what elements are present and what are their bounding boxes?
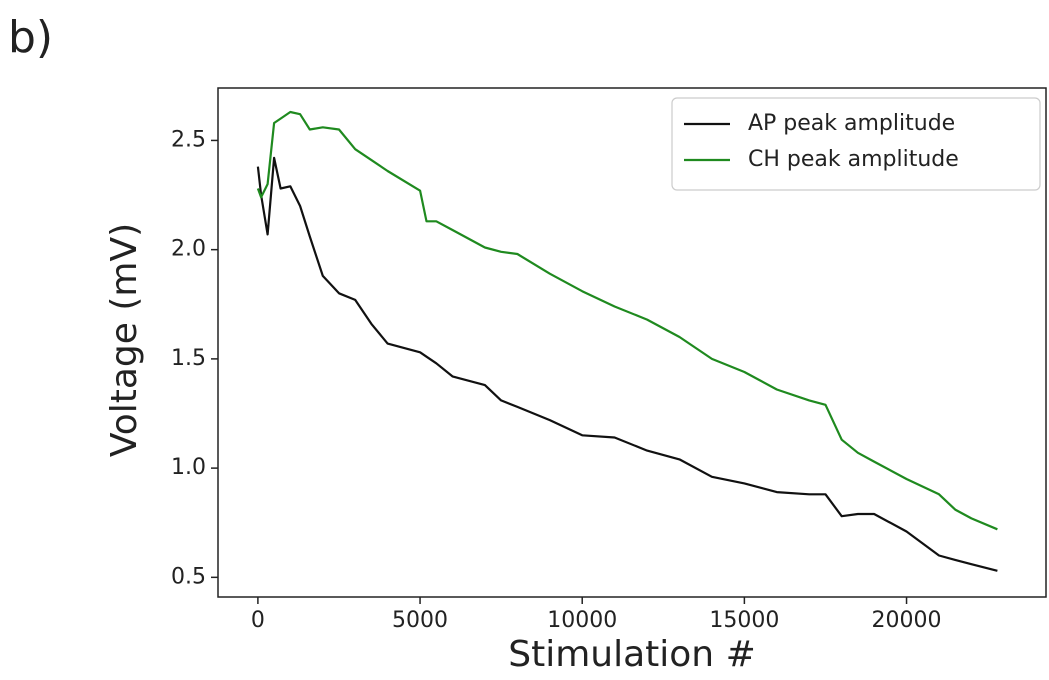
x-axis-label: Stimulation # — [508, 634, 755, 675]
legend-label: CH peak amplitude — [748, 147, 959, 172]
legend-box — [671, 97, 1041, 191]
data-line — [256, 156, 998, 572]
y-tick-label: 1.0 — [171, 455, 206, 480]
legend-label: AP peak amplitude — [748, 111, 955, 136]
y-tick-label: 2.5 — [171, 127, 206, 152]
x-tick-label: 10000 — [547, 608, 617, 633]
axes-frame — [217, 87, 1047, 598]
y-axis-label: Voltage (mV) — [104, 223, 145, 457]
y-tick-label: 2.0 — [171, 237, 206, 262]
x-tick-label: 5000 — [392, 608, 448, 633]
x-tick-label: 15000 — [709, 608, 779, 633]
x-tick-label: 20000 — [872, 608, 942, 633]
y-tick-label: 0.5 — [171, 564, 206, 589]
y-tick-label: 1.5 — [171, 346, 206, 371]
data-line — [256, 110, 998, 531]
x-tick-label: 0 — [251, 608, 265, 633]
panel-label: b) — [8, 12, 53, 63]
